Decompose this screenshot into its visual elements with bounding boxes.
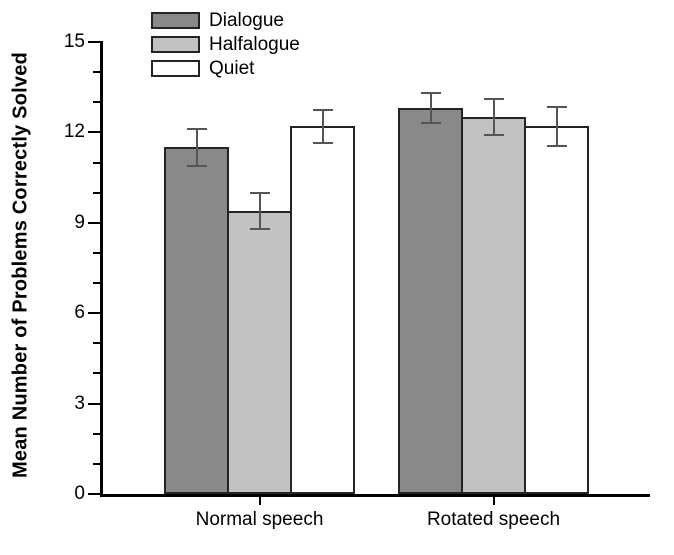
error-bar-cap-bottom-quiet-rotated-speech (546, 144, 567, 147)
x-tick-rotated-speech (492, 496, 495, 505)
y-tick-10 (93, 191, 103, 194)
legend: Dialogue Halfalogue Quiet (151, 9, 300, 84)
error-bar-cap-bottom-dialogue-rotated-speech (420, 122, 441, 125)
legend-swatch-dialogue (151, 12, 200, 29)
y-tick-14 (93, 71, 103, 74)
x-tick-label-rotated-speech: Rotated speech (426, 509, 561, 530)
y-tick-label-15: 15 (63, 31, 85, 52)
x-tick-normal-speech (258, 496, 261, 505)
legend-swatch-quiet (151, 60, 200, 77)
error-bar-cap-top-halfalogue-rotated-speech (483, 98, 504, 101)
y-tick-13 (93, 101, 103, 104)
error-bar-line-dialogue-normal-speech (195, 129, 198, 166)
y-tick-1 (93, 462, 103, 465)
y-tick-0 (88, 493, 103, 495)
plot-area: 0 3 6 9 12 15 Normal speech Rotated speech (64, 31, 650, 530)
legend-item-dialogue: Dialogue (151, 9, 300, 31)
legend-label-quiet: Quiet (209, 57, 255, 79)
bar-quiet-rotated-speech (524, 126, 589, 494)
x-tick-label-normal-speech: Normal speech (195, 509, 324, 530)
legend-label-dialogue: Dialogue (209, 9, 284, 31)
y-tick-label-0: 0 (74, 483, 85, 504)
y-tick-label-3: 3 (74, 392, 85, 414)
y-tick-8 (93, 251, 103, 254)
error-bar-cap-bottom-halfalogue-normal-speech (249, 227, 270, 230)
y-tick-5 (93, 342, 103, 345)
y-axis-line (100, 41, 103, 497)
y-tick-9 (88, 221, 103, 224)
y-tick-12 (88, 131, 103, 134)
error-bar-cap-bottom-quiet-normal-speech (312, 141, 333, 144)
error-bar-cap-bottom-halfalogue-rotated-speech (483, 134, 504, 137)
legend-item-halfalogue: Halfalogue (151, 33, 300, 55)
y-tick-15 (88, 41, 103, 43)
legend-item-quiet: Quiet (151, 57, 300, 79)
y-tick-label-12: 12 (63, 121, 85, 143)
error-bar-line-halfalogue-rotated-speech (492, 99, 495, 136)
error-bar-cap-top-quiet-rotated-speech (546, 105, 567, 108)
error-bar-cap-top-quiet-normal-speech (312, 108, 333, 111)
y-tick-2 (93, 432, 103, 435)
y-tick-4 (93, 372, 103, 375)
legend-swatch-halfalogue (151, 36, 200, 53)
y-tick-6 (88, 312, 103, 315)
bar-dialogue-rotated-speech (398, 108, 463, 494)
bar-dialogue-normal-speech (164, 147, 229, 494)
error-bar-cap-bottom-dialogue-normal-speech (186, 164, 207, 167)
bar-halfalogue-rotated-speech (461, 117, 526, 494)
legend-label-halfalogue: Halfalogue (209, 33, 300, 55)
error-bar-line-halfalogue-normal-speech (258, 192, 261, 229)
y-tick-label-6: 6 (74, 302, 85, 324)
y-tick-3 (88, 402, 103, 405)
error-bar-cap-top-dialogue-rotated-speech (420, 92, 441, 95)
error-bar-cap-top-dialogue-normal-speech (186, 128, 207, 131)
y-tick-label-9: 9 (74, 211, 85, 233)
error-bar-cap-top-halfalogue-normal-speech (249, 191, 270, 194)
y-axis-title: Mean Number of Problems Correctly Solved (9, 52, 32, 478)
y-tick-11 (93, 161, 103, 164)
error-bar-line-quiet-normal-speech (321, 109, 324, 143)
bar-quiet-normal-speech (290, 126, 355, 494)
error-bar-line-quiet-rotated-speech (555, 106, 558, 146)
error-bar-line-dialogue-rotated-speech (429, 93, 432, 124)
bar-halfalogue-normal-speech (227, 210, 292, 494)
y-tick-7 (93, 282, 103, 285)
x-axis-line (100, 494, 650, 497)
